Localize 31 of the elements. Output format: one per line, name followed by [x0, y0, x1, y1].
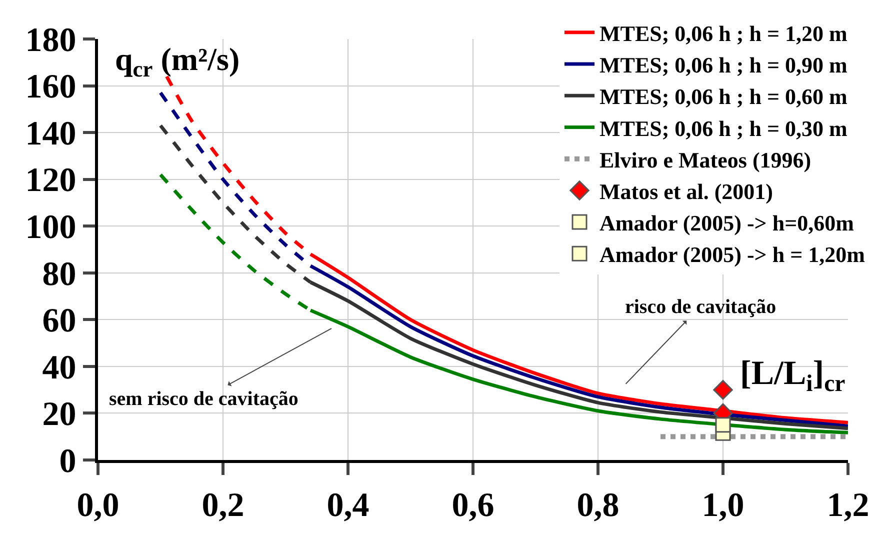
x-tick-label: 0,2 [202, 486, 244, 524]
point [715, 417, 731, 433]
y-tick-label: 40 [42, 349, 76, 386]
annotation: risco de cavitação [625, 296, 776, 318]
legend-label: Amador (2005) -> h=0,60m [600, 210, 854, 236]
y-tick-label: 80 [42, 256, 76, 293]
legend-label: MTES; 0,06 h ; h = 0,90 m [600, 52, 848, 78]
x-tick-label: 1,2 [826, 486, 870, 524]
y-tick-label: 180 [25, 22, 76, 59]
y-tick-label: 20 [42, 396, 76, 434]
y-tick-label: 100 [25, 209, 76, 246]
x-tick-label: 0,0 [76, 486, 120, 524]
x-axis-title: [L/L$_{i}$]$_{cr}$ [740, 355, 846, 398]
y-tick-label: 140 [25, 115, 76, 152]
legend-label: MTES; 0,06 h ; h = 0,60 m [600, 84, 848, 110]
x-tick-label: 0,4 [326, 486, 370, 524]
legend-label: Amador (2005) -> h = 1,20m [600, 242, 865, 268]
legend-label: MTES; 0,06 h ; h = 1,20 m [600, 21, 848, 46]
y-axis-title: q$_{cr}$ (m²/s) [115, 41, 240, 82]
y-tick-label: 120 [25, 162, 76, 200]
x-tick-label: 1,0 [702, 486, 744, 524]
y-tick-label: 0 [59, 442, 76, 480]
x-tick-label: 0,6 [452, 486, 494, 524]
legend-label: Matos et al. (2001) [600, 179, 774, 204]
x-tick-label: 0,8 [576, 486, 620, 524]
y-tick-label: 160 [25, 68, 76, 106]
legend-label: Elviro e Mateos (1996) [600, 147, 812, 172]
legend-label: MTES; 0,06 h ; h = 0,30 m [600, 116, 848, 141]
annotation: sem risco de cavitação [109, 388, 298, 410]
point [713, 380, 733, 400]
y-tick-label: 60 [42, 302, 76, 340]
